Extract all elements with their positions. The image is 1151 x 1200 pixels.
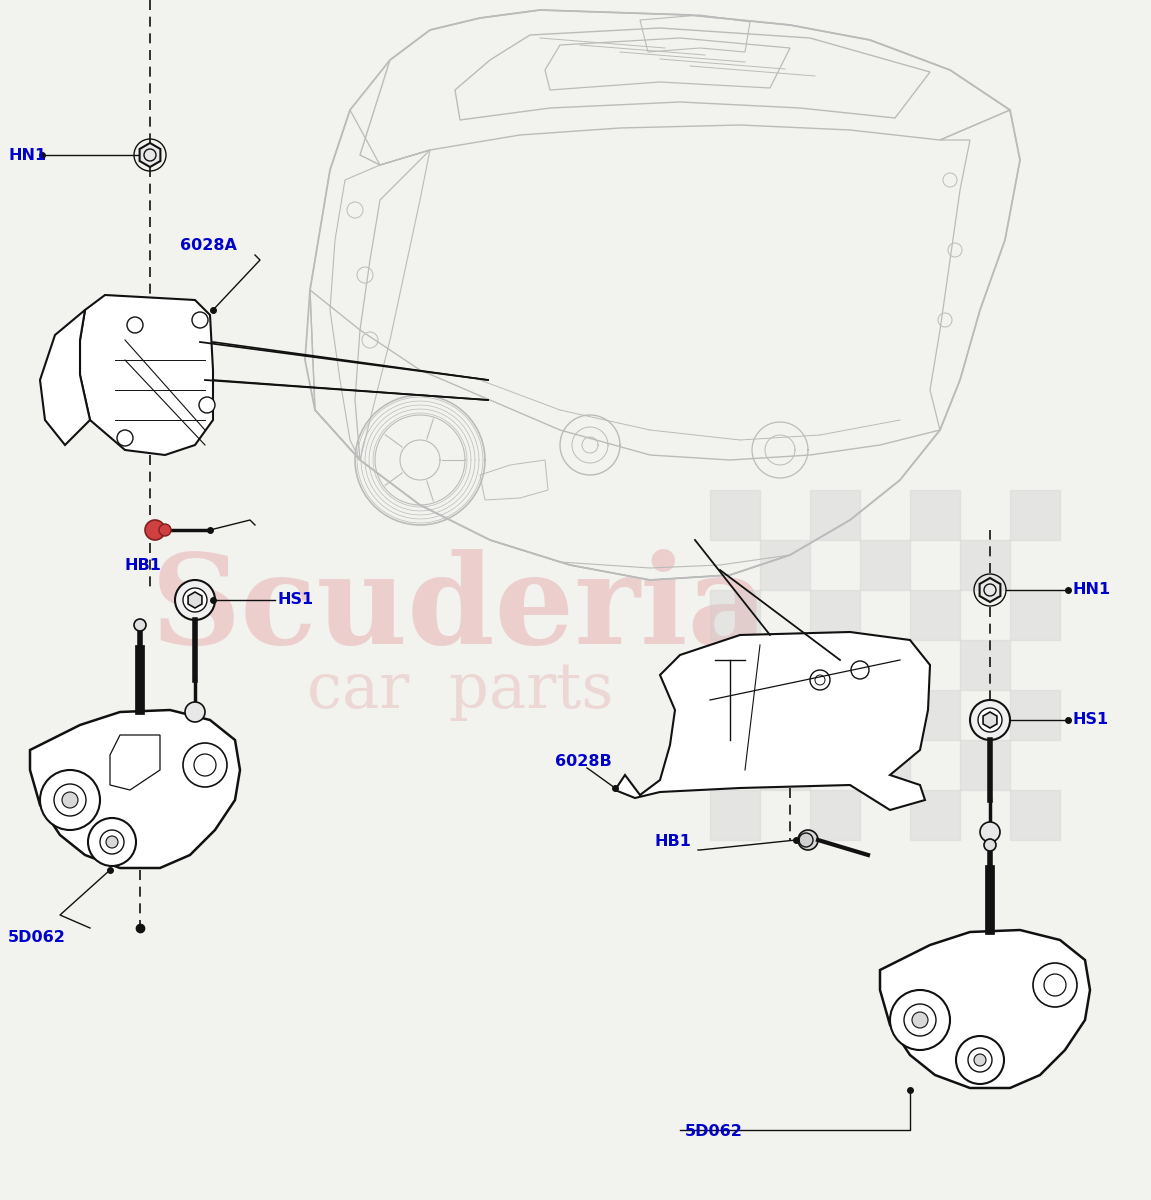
Circle shape	[1032, 962, 1077, 1007]
Circle shape	[912, 1012, 928, 1028]
Circle shape	[890, 990, 950, 1050]
Text: car  parts: car parts	[307, 660, 613, 720]
Circle shape	[980, 822, 1000, 842]
Bar	[960, 540, 1009, 590]
Bar	[860, 540, 910, 590]
Circle shape	[117, 430, 134, 446]
Circle shape	[185, 702, 205, 722]
Bar	[1009, 490, 1060, 540]
Circle shape	[1044, 974, 1066, 996]
Circle shape	[199, 397, 215, 413]
Bar	[960, 640, 1009, 690]
Bar	[810, 590, 860, 640]
Polygon shape	[40, 310, 90, 445]
Circle shape	[974, 1054, 986, 1066]
Circle shape	[851, 661, 869, 679]
Text: HN1: HN1	[8, 148, 46, 162]
Circle shape	[970, 700, 1009, 740]
Bar	[810, 490, 860, 540]
Circle shape	[183, 743, 227, 787]
Bar	[710, 790, 760, 840]
Bar	[910, 590, 960, 640]
Circle shape	[978, 708, 1003, 732]
Polygon shape	[188, 592, 201, 608]
Polygon shape	[983, 712, 997, 728]
Bar	[860, 640, 910, 690]
Text: HB1: HB1	[655, 834, 692, 850]
Circle shape	[54, 784, 86, 816]
Bar	[1009, 790, 1060, 840]
Circle shape	[195, 754, 216, 776]
Bar	[760, 640, 810, 690]
Bar	[860, 740, 910, 790]
Polygon shape	[980, 578, 1000, 602]
Circle shape	[127, 317, 143, 332]
Circle shape	[159, 524, 171, 536]
Text: HN1: HN1	[1073, 582, 1111, 598]
Bar	[1009, 590, 1060, 640]
Bar	[760, 740, 810, 790]
Circle shape	[100, 830, 124, 854]
Text: 5D062: 5D062	[8, 930, 66, 946]
Circle shape	[87, 818, 136, 866]
Bar	[960, 740, 1009, 790]
Circle shape	[62, 792, 78, 808]
Bar	[710, 490, 760, 540]
Circle shape	[968, 1048, 992, 1072]
Text: HS1: HS1	[279, 593, 314, 607]
Bar	[710, 690, 760, 740]
Text: HB1: HB1	[125, 558, 162, 572]
Text: 6028B: 6028B	[555, 755, 611, 769]
Polygon shape	[881, 930, 1090, 1088]
Circle shape	[798, 830, 818, 850]
Circle shape	[799, 833, 813, 847]
Circle shape	[175, 580, 215, 620]
Text: 5D062: 5D062	[685, 1124, 742, 1140]
Text: Scuderia: Scuderia	[151, 550, 769, 671]
Bar	[710, 590, 760, 640]
Circle shape	[145, 520, 165, 540]
Bar	[760, 540, 810, 590]
Polygon shape	[615, 632, 930, 810]
Circle shape	[134, 619, 146, 631]
Bar	[910, 690, 960, 740]
Circle shape	[183, 588, 207, 612]
Bar	[810, 690, 860, 740]
Circle shape	[984, 839, 996, 851]
Circle shape	[810, 670, 830, 690]
Circle shape	[40, 770, 100, 830]
Polygon shape	[139, 143, 160, 167]
Text: 6028A: 6028A	[180, 238, 237, 252]
Bar	[1009, 690, 1060, 740]
Bar	[810, 790, 860, 840]
Polygon shape	[81, 295, 213, 455]
Bar	[910, 490, 960, 540]
Circle shape	[106, 836, 119, 848]
Bar	[910, 790, 960, 840]
Circle shape	[192, 312, 208, 328]
Polygon shape	[30, 710, 241, 868]
Circle shape	[956, 1036, 1004, 1084]
Text: HS1: HS1	[1073, 713, 1110, 727]
Circle shape	[904, 1004, 936, 1036]
